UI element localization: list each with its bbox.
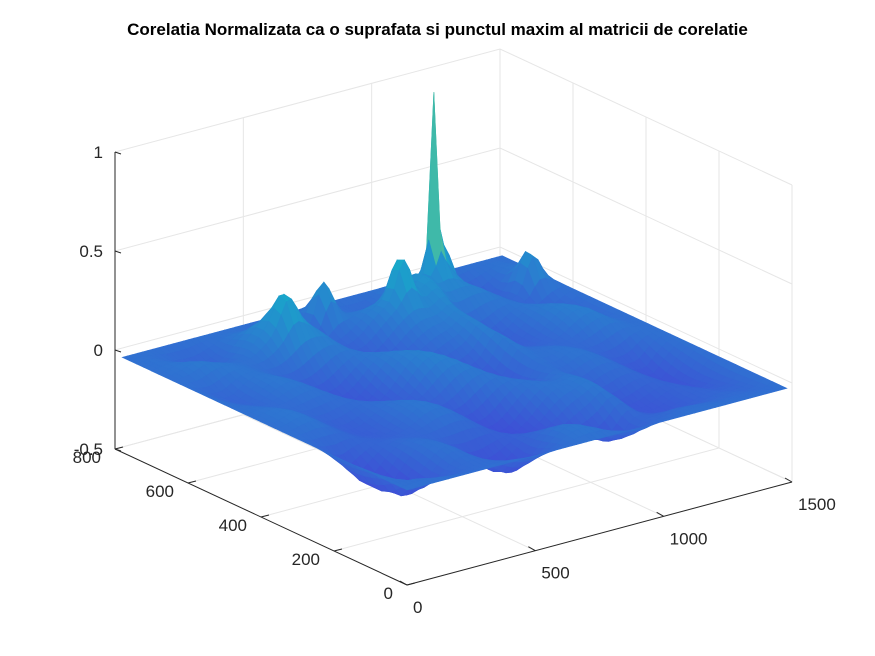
y-tick: [260, 514, 270, 518]
grid-line: [333, 151, 720, 552]
grid-line: [114, 147, 793, 285]
z-tick: [114, 448, 122, 452]
chart-title: Corelatia Normalizata ca o suprafata si …: [127, 20, 748, 39]
x-tick-label: 500: [541, 564, 569, 583]
y-axis-ticks: 0 200 400 600 800: [73, 446, 416, 603]
x-tick-label: 1500: [798, 495, 836, 514]
z-tick-label: 0.5: [79, 242, 103, 261]
y-tick: [114, 446, 124, 450]
y-tick: [333, 548, 343, 552]
x-tick: [784, 477, 793, 483]
y-tick-label: 200: [292, 550, 320, 569]
x-axis-line: [406, 481, 793, 586]
z-tick: [114, 349, 122, 353]
surface-patch: [428, 92, 442, 268]
y-tick-label: 600: [146, 482, 174, 501]
correlation-surface: [121, 92, 788, 497]
y-tick-label: 0: [384, 584, 393, 603]
z-tick-label: -0.5: [74, 440, 103, 459]
grid-line: [114, 48, 793, 186]
x-tick-label: 0: [413, 598, 422, 617]
x-tick: [399, 580, 408, 586]
x-axis-ticks: 0 500 1000 1500: [399, 477, 836, 617]
z-tick: [114, 250, 122, 254]
z-axis-ticks: -0.5 0 0.5 1: [74, 143, 122, 459]
z-tick: [114, 151, 122, 155]
y-tick: [406, 582, 416, 586]
surface-patch: [398, 485, 414, 491]
x-tick: [528, 546, 536, 552]
x-tick-label: 1000: [670, 529, 708, 548]
y-tick-label: 800: [73, 448, 101, 467]
y-tick: [187, 480, 197, 484]
z-tick-label: 1: [94, 143, 103, 162]
z-tick-label: 0: [94, 341, 103, 360]
x-tick: [656, 511, 664, 517]
y-tick-label: 400: [219, 516, 247, 535]
